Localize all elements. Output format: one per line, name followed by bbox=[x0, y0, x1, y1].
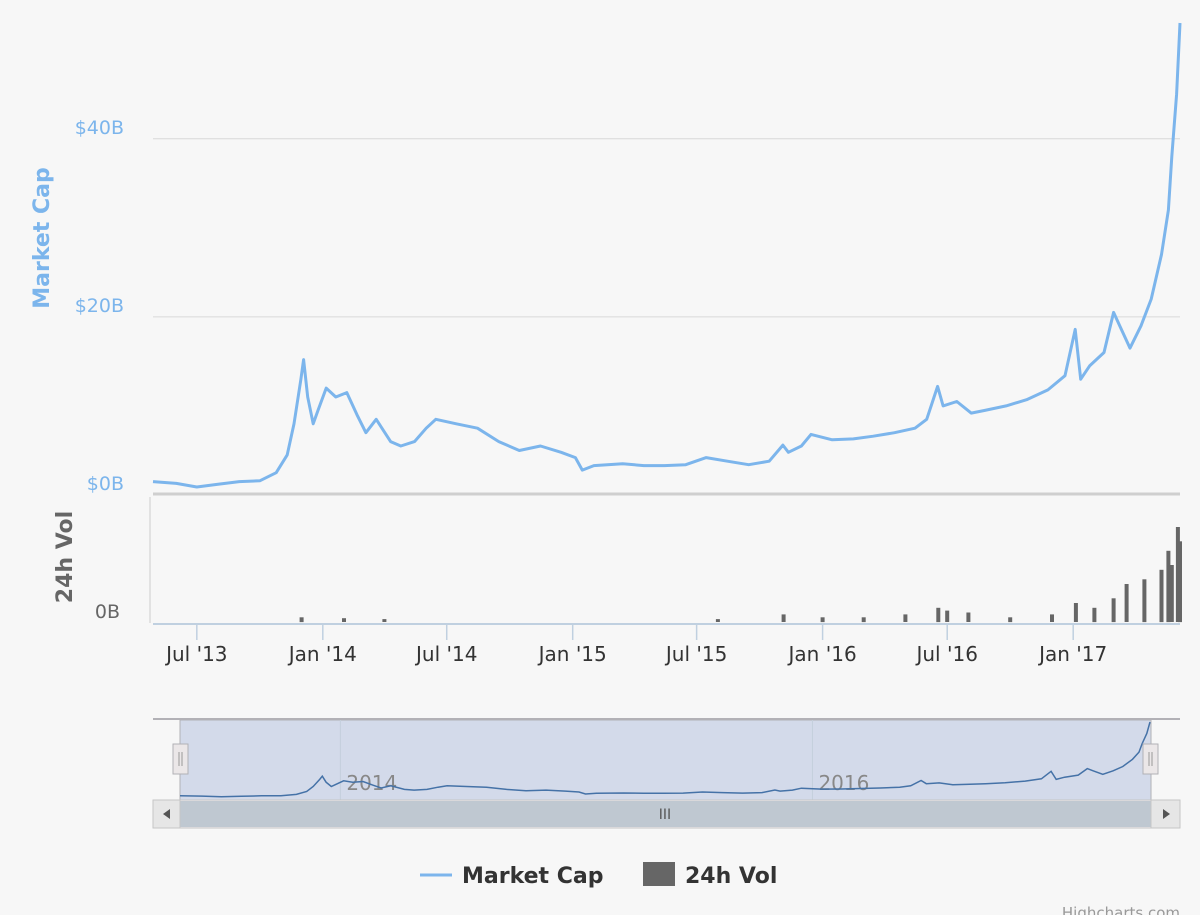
navigator-selected-range[interactable] bbox=[179, 719, 1152, 801]
volume-bar[interactable] bbox=[1111, 598, 1116, 623]
y-tick-label: $20B bbox=[75, 295, 124, 317]
navigator-tick-label: 2016 bbox=[818, 771, 869, 795]
legend-item-24h-vol[interactable]: 24h Vol bbox=[643, 862, 777, 889]
volume-plot: 0B 24h Vol bbox=[53, 492, 1182, 623]
navigator-right-handle[interactable] bbox=[1142, 743, 1159, 775]
y-tick-label: $40B bbox=[75, 117, 124, 139]
volume-bar[interactable] bbox=[1166, 550, 1171, 623]
main-plot: $0B $20B $40B Market Cap bbox=[30, 22, 1182, 495]
x-tick-label: Jul '16 bbox=[914, 642, 977, 666]
market-cap-y-axis: $0B $20B $40B bbox=[75, 117, 124, 495]
volume-bar[interactable] bbox=[966, 612, 971, 623]
volume-bar[interactable] bbox=[715, 619, 720, 622]
x-axis: Jul '13 Jan '14 Jul '14 Jan '15 Jul '15 Jan '… bbox=[153, 623, 1180, 666]
volume-bar[interactable] bbox=[1092, 607, 1097, 623]
volume-bar[interactable] bbox=[945, 610, 950, 622]
market-cap-line[interactable] bbox=[152, 22, 1182, 489]
arrow-right-icon bbox=[1163, 809, 1170, 819]
volume-bar[interactable] bbox=[342, 618, 346, 622]
volume-bar[interactable] bbox=[820, 617, 825, 623]
legend-item-market-cap[interactable]: Market Cap bbox=[420, 864, 603, 889]
legend-label-market-cap: Market Cap bbox=[462, 864, 603, 889]
volume-bar[interactable] bbox=[903, 614, 908, 622]
x-tick-label: Jul '15 bbox=[664, 642, 727, 666]
volume-bar[interactable] bbox=[382, 619, 387, 622]
navigator-tick-label: 2014 bbox=[346, 771, 397, 795]
credits-link[interactable]: Highcharts.com bbox=[1062, 904, 1180, 915]
arrow-left-icon bbox=[163, 809, 170, 819]
volume-bar[interactable] bbox=[1008, 617, 1013, 623]
x-tick-label: Jan '17 bbox=[1037, 642, 1107, 666]
volume-bar[interactable] bbox=[936, 607, 941, 623]
volume-tick-label: 0B bbox=[95, 601, 120, 623]
scrollbar-grip: III bbox=[659, 807, 671, 823]
x-tick-label: Jul '13 bbox=[164, 642, 227, 666]
y-tick-label: $0B bbox=[87, 473, 124, 495]
volume-axis-title: 24h Vol bbox=[53, 511, 78, 603]
volume-bar[interactable] bbox=[1073, 603, 1078, 622]
legend: Market Cap 24h Vol bbox=[420, 862, 777, 889]
grid-lines bbox=[153, 138, 1180, 318]
scrollbar-thumb[interactable] bbox=[180, 801, 1151, 827]
legend-square-icon bbox=[643, 862, 675, 886]
volume-bar[interactable] bbox=[1175, 527, 1180, 622]
x-tick-label: Jan '16 bbox=[787, 642, 857, 666]
navigator-left-handle[interactable] bbox=[172, 743, 189, 775]
legend-label-24h-vol: 24h Vol bbox=[685, 864, 777, 889]
navigator[interactable]: 2014 2016 III bbox=[152, 718, 1181, 829]
volume-bar[interactable] bbox=[781, 614, 786, 622]
volume-bar[interactable] bbox=[861, 617, 866, 623]
volume-bars bbox=[299, 527, 1182, 623]
x-tick-label: Jan '14 bbox=[287, 642, 357, 666]
volume-bar[interactable] bbox=[1050, 614, 1054, 622]
x-tick-label: Jul '14 bbox=[414, 642, 477, 666]
scrollbar[interactable]: III bbox=[152, 799, 1181, 829]
volume-bar[interactable] bbox=[1159, 569, 1164, 623]
volume-bar[interactable] bbox=[299, 617, 304, 623]
market-cap-axis-title: Market Cap bbox=[30, 167, 55, 308]
scrollbar-right-button[interactable] bbox=[1150, 799, 1181, 829]
volume-y-axis: 0B bbox=[95, 601, 120, 623]
scrollbar-left-button[interactable] bbox=[152, 799, 181, 829]
volume-bar[interactable] bbox=[1124, 584, 1129, 622]
volume-bar[interactable] bbox=[1142, 579, 1147, 623]
volume-bar[interactable] bbox=[1178, 541, 1182, 623]
x-tick-label: Jan '15 bbox=[537, 642, 607, 666]
navigator-series-line bbox=[179, 721, 1151, 798]
volume-bar[interactable] bbox=[1169, 565, 1174, 622]
